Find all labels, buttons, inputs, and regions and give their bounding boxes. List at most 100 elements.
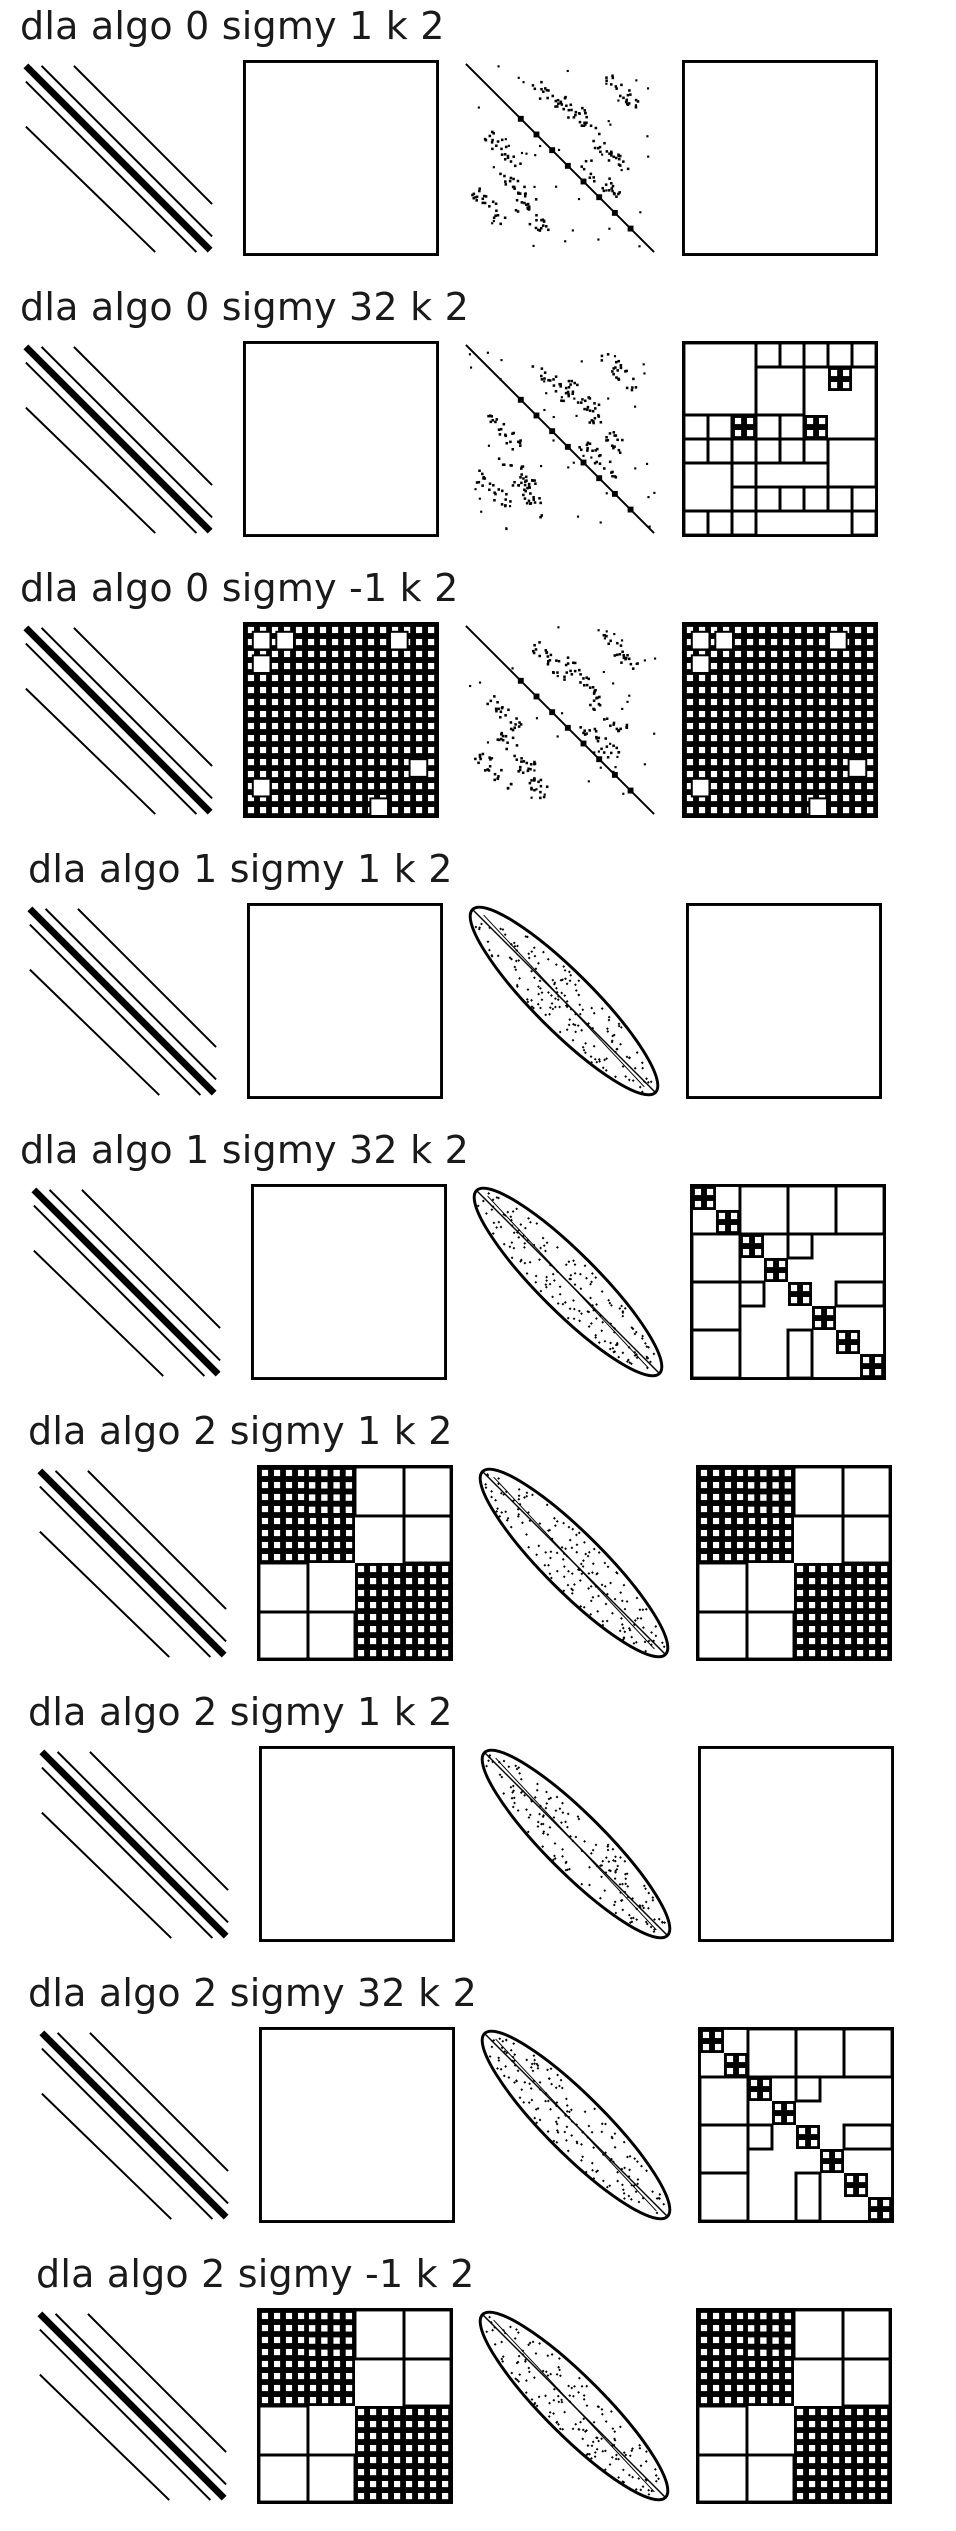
dense-cell xyxy=(321,2312,328,2320)
dense-cell xyxy=(259,770,267,778)
partition-block xyxy=(778,341,806,369)
nonzero-dot xyxy=(570,1546,574,1550)
nonzero-dot xyxy=(642,1626,645,1629)
nonzero-dot xyxy=(615,653,619,657)
dense-cell xyxy=(843,746,850,754)
dense-cell xyxy=(686,626,694,634)
nonzero-dot xyxy=(495,418,499,421)
nonzero-dot xyxy=(556,735,559,738)
nonzero-dot xyxy=(564,95,567,99)
dense-cell xyxy=(794,783,802,790)
dense-cell xyxy=(307,746,315,754)
nonzero-dot xyxy=(592,1044,596,1048)
dense-cell xyxy=(355,626,363,634)
nonzero-dot xyxy=(554,986,558,990)
nonzero-dot xyxy=(582,2394,586,2397)
dense-cell xyxy=(367,710,375,718)
nonzero-dot xyxy=(592,699,596,702)
nonzero-dot xyxy=(625,1600,629,1603)
dense-cell xyxy=(820,2408,828,2416)
nonzero-dot xyxy=(642,1080,646,1084)
nonzero-dot xyxy=(556,1302,560,1305)
dense-cell xyxy=(854,698,862,706)
nonzero-dot xyxy=(480,922,483,926)
partition-block xyxy=(802,341,830,369)
sparsity-pattern-plot xyxy=(480,2029,672,2221)
nonzero-dot xyxy=(604,2420,608,2423)
nonzero-dot xyxy=(642,1884,646,1888)
nonzero-dot xyxy=(489,414,492,417)
dense-cell xyxy=(758,807,766,814)
dense-cell xyxy=(702,2043,710,2051)
dense-cell xyxy=(843,698,850,706)
dense-cell xyxy=(830,650,838,658)
nonzero-dot xyxy=(573,381,576,385)
nonzero-dot xyxy=(622,654,625,657)
nonzero-dot xyxy=(488,2315,491,2319)
nonzero-dot xyxy=(527,2101,531,2105)
nonzero-dot xyxy=(628,2168,632,2172)
dense-cell xyxy=(806,626,814,634)
nonzero-dot xyxy=(603,1561,607,1565)
dense-cell xyxy=(846,2175,854,2183)
nonzero-dot xyxy=(538,229,542,232)
nonzero-dot xyxy=(531,1493,534,1497)
nonzero-dot xyxy=(548,2077,551,2081)
dense-cell xyxy=(309,2360,317,2368)
nonzero-dot xyxy=(534,226,538,230)
dense-cell xyxy=(784,1541,792,1549)
ellipse-group xyxy=(478,2310,670,2502)
partition-block xyxy=(786,1232,814,1260)
nonzero-dot xyxy=(490,1490,493,1493)
nonzero-dot xyxy=(613,654,617,657)
dense-cell xyxy=(810,2139,818,2147)
nonzero-dot xyxy=(541,224,545,227)
dense-cell xyxy=(784,2337,792,2344)
matrix-frame xyxy=(243,60,439,256)
dense-cell xyxy=(271,734,279,742)
dense-cell xyxy=(442,2445,449,2452)
dense-cell xyxy=(333,2360,341,2368)
matrix-frame xyxy=(251,1184,447,1380)
dense-cell xyxy=(307,638,315,646)
main-diagonal-band xyxy=(39,1749,229,1939)
sub-diagonal-band xyxy=(25,642,198,815)
dense-cell xyxy=(698,626,706,634)
nonzero-dot xyxy=(581,2155,585,2159)
white-block xyxy=(714,630,734,651)
dense-cell xyxy=(700,1505,708,1513)
nonzero-dot xyxy=(564,1547,567,1551)
dense-cell xyxy=(782,734,790,742)
nonzero-dot xyxy=(528,486,531,489)
white-block xyxy=(828,630,848,651)
dense-cell xyxy=(418,2456,425,2464)
nonzero-dot xyxy=(580,1849,584,1853)
nonzero-dot xyxy=(645,1345,649,1349)
nonzero-dot xyxy=(532,946,536,950)
dense-cell xyxy=(273,2312,281,2320)
matrix-frame xyxy=(257,1465,453,1661)
nonzero-dot xyxy=(509,160,513,163)
figure-row: dla algo 2 sigmy -1 k 2 xyxy=(0,2248,956,2529)
dense-cell xyxy=(271,662,279,670)
nonzero-dot xyxy=(603,141,606,145)
dense-cell xyxy=(830,381,838,389)
nonzero-dot xyxy=(577,979,581,983)
nonzero-dot xyxy=(625,369,628,373)
nonzero-dot xyxy=(562,965,566,968)
partition-plot-right xyxy=(682,622,878,818)
dense-cell xyxy=(285,2312,293,2320)
nonzero-dot xyxy=(620,639,624,642)
far-sub-diagonal-band xyxy=(39,1530,170,1658)
nonzero-dot xyxy=(520,2088,524,2091)
nonzero-dot xyxy=(625,723,629,727)
nonzero-dot xyxy=(525,2058,529,2062)
dense-cell xyxy=(428,674,435,682)
dense-cell xyxy=(394,2480,401,2488)
nonzero-dot xyxy=(611,74,614,78)
nonzero-dot xyxy=(496,1507,499,1510)
nonzero-dot xyxy=(481,1199,485,1203)
dense-cell xyxy=(784,1506,792,1514)
nonzero-dot xyxy=(526,202,530,206)
dense-cell xyxy=(782,770,790,778)
